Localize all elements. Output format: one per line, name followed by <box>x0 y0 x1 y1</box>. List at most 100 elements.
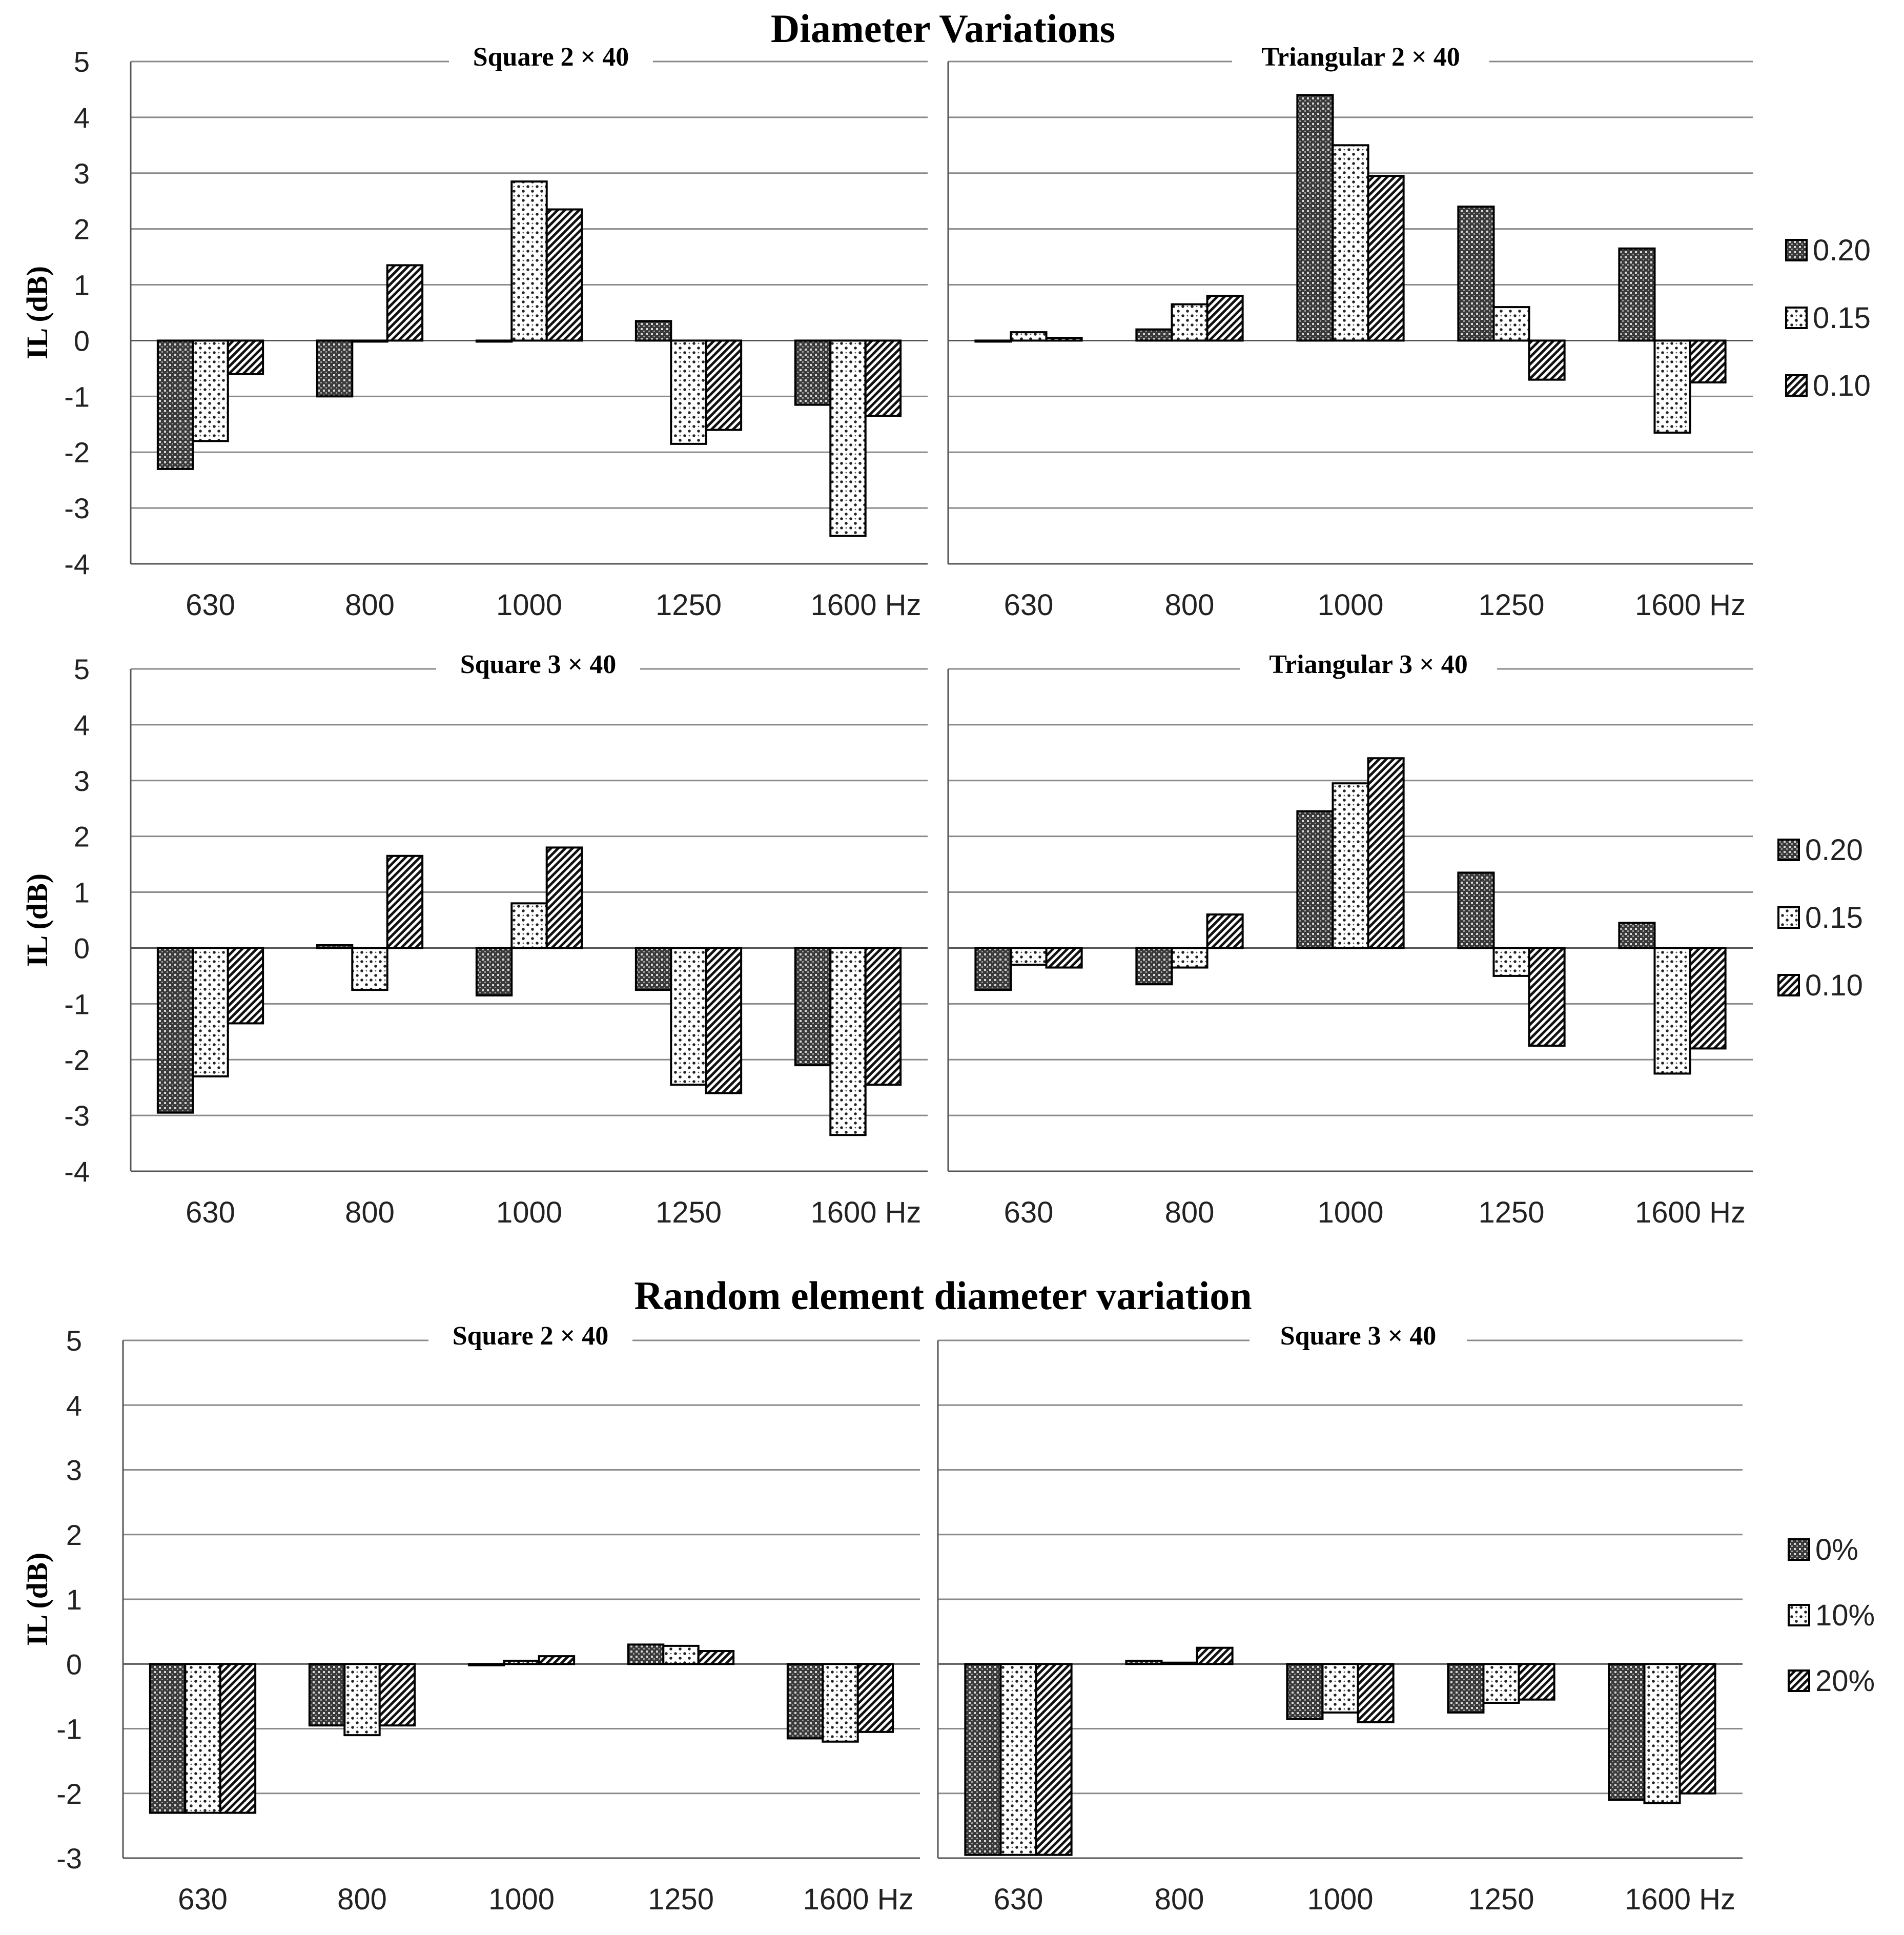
legend-2: 0.20 0.15 0.10 <box>1777 833 1863 1002</box>
bar-010-1600 <box>864 339 902 417</box>
bar-020-800 <box>1135 328 1173 342</box>
bar-020-1600 <box>794 947 832 1067</box>
bar-015-1600 <box>1653 339 1691 434</box>
bar-0-1250 <box>627 1643 665 1665</box>
panel-title: Square 3 × 40 <box>1280 1321 1437 1351</box>
bar-010-1250 <box>1528 947 1566 1047</box>
legend-swatch <box>1777 974 1800 996</box>
bar-010-1000 <box>1367 175 1405 342</box>
bar-015-1250 <box>670 947 707 1086</box>
y-tick-label: 0 <box>74 324 90 357</box>
y-tick-label: 5 <box>74 653 90 685</box>
bar-0-1000 <box>467 1663 505 1666</box>
bar-20-630 <box>1035 1663 1073 1856</box>
legend-swatch <box>1785 307 1808 329</box>
bar-10-1250 <box>662 1644 700 1665</box>
legend-label: 0.20 <box>1805 833 1863 867</box>
y-tick-label: -3 <box>56 1842 82 1875</box>
bar-015-800 <box>1171 947 1209 969</box>
bar-10-1000 <box>1321 1663 1359 1714</box>
legend-1: 0.20 0.15 0.10 <box>1785 234 1871 402</box>
legend-swatch <box>1788 1669 1810 1692</box>
panel-title: Square 2 × 40 <box>473 43 629 72</box>
bar-020-630 <box>156 947 194 1114</box>
bar-015-800 <box>351 947 388 991</box>
x-tick-label: 1250 <box>1478 588 1544 622</box>
bar-015-1250 <box>1492 306 1530 342</box>
bar-0-1000 <box>1286 1663 1324 1720</box>
legend-swatch <box>1777 906 1800 929</box>
title-background <box>449 41 653 73</box>
bar-015-630 <box>192 339 229 442</box>
bar-020-630 <box>974 339 1012 343</box>
bar-020-630 <box>156 339 194 470</box>
y-tick-label: 2 <box>74 821 90 853</box>
chart-panel-5: Square 2 × 40 5 4 3 2 1 0 -1 -2 -3 IL (dB) 630 800 10… <box>21 1320 920 1916</box>
bar-10-1250 <box>1482 1663 1520 1704</box>
bar-015-1000 <box>510 180 548 342</box>
chart-panel-3: Square 3 × 40 5 4 3 2 1 0 -1 -2 -3 -4 IL (dB) 630 800… <box>21 648 928 1229</box>
bar-10-800 <box>343 1663 381 1737</box>
x-tick-label: 800 <box>345 1196 395 1229</box>
x-tick-label: 1000 <box>496 1196 562 1229</box>
bar-010-1000 <box>1367 757 1405 949</box>
y-tick-label: -1 <box>64 988 90 1020</box>
x-tick-label: 1250 <box>656 588 722 622</box>
bar-010-1600 <box>1689 339 1727 384</box>
x-tick-label: 630 <box>178 1883 228 1916</box>
bar-015-1250 <box>670 339 707 445</box>
bar-015-1000 <box>1332 782 1369 949</box>
bar-020-1600 <box>1618 922 1656 949</box>
legend-label: 20% <box>1815 1664 1875 1698</box>
bar-020-1000 <box>1296 810 1334 949</box>
x-tick-label: 1000 <box>488 1883 555 1916</box>
y-tick-label: 1 <box>74 269 90 301</box>
bar-0-630 <box>149 1663 187 1814</box>
bar-010-630 <box>1045 947 1083 969</box>
bar-20-1250 <box>697 1650 735 1665</box>
bar-20-1600 <box>856 1663 894 1733</box>
y-tick-label: -1 <box>64 380 90 413</box>
bar-015-800 <box>1171 303 1209 342</box>
y-tick-label: 1 <box>66 1583 82 1616</box>
x-tick-label: 1000 <box>1307 1883 1373 1916</box>
x-tick-label: 1000 <box>496 588 562 622</box>
x-tick-label: 630 <box>1004 1196 1054 1229</box>
legend-label: 0% <box>1815 1533 1858 1566</box>
title-background <box>436 648 640 680</box>
bar-20-1600 <box>1678 1663 1716 1795</box>
y-tick-label: 4 <box>66 1389 82 1421</box>
bar-020-1000 <box>475 339 513 343</box>
bar-010-1000 <box>545 208 583 342</box>
legend-label: 0.10 <box>1805 969 1863 1002</box>
x-tick-label: 1250 <box>1468 1883 1534 1916</box>
bar-020-1000 <box>475 947 513 997</box>
x-tick-label: 630 <box>186 1196 235 1229</box>
x-tick-label: 1000 <box>1317 1196 1383 1229</box>
bar-020-1250 <box>1457 871 1495 949</box>
y-axis-label: IL (dB) <box>21 873 54 967</box>
bar-20-1000 <box>538 1655 576 1665</box>
chart-panel-4: Triangular 3 × 40 630 800 1000 1250 1600 Hz <box>947 648 1753 1229</box>
bar-20-1000 <box>1357 1663 1395 1723</box>
y-tick-label: -2 <box>64 436 90 469</box>
title-background <box>428 1320 632 1352</box>
chart-panel-1: Square 2 × 40 5 4 3 2 1 0 -1 -2 -3 -4 IL (dB) 630 800… <box>21 41 928 622</box>
y-tick-label: 3 <box>66 1454 82 1486</box>
bar-020-1250 <box>1457 206 1495 342</box>
chart-panel-6: Square 3 × 40 630 800 1000 1250 1600 Hz <box>937 1320 1743 1916</box>
y-tick-label: -4 <box>64 548 90 580</box>
panel-title: Square 2 × 40 <box>453 1321 609 1351</box>
legend-swatch <box>1777 839 1800 861</box>
legend-label: 0.20 <box>1813 234 1871 267</box>
bar-20-800 <box>378 1663 416 1727</box>
chart-panel-2: Triangular 2 × 40 630 800 1000 1250 1600 Hz <box>947 41 1753 622</box>
x-tick-label: 1600 Hz <box>810 588 921 622</box>
title-background <box>1250 1320 1467 1352</box>
x-tick-label: 630 <box>994 1883 1043 1916</box>
x-tick-label: 1600 Hz <box>1635 588 1746 622</box>
bar-10-1600 <box>1643 1663 1681 1804</box>
bar-020-1250 <box>634 947 672 991</box>
bar-10-800 <box>1160 1661 1198 1665</box>
